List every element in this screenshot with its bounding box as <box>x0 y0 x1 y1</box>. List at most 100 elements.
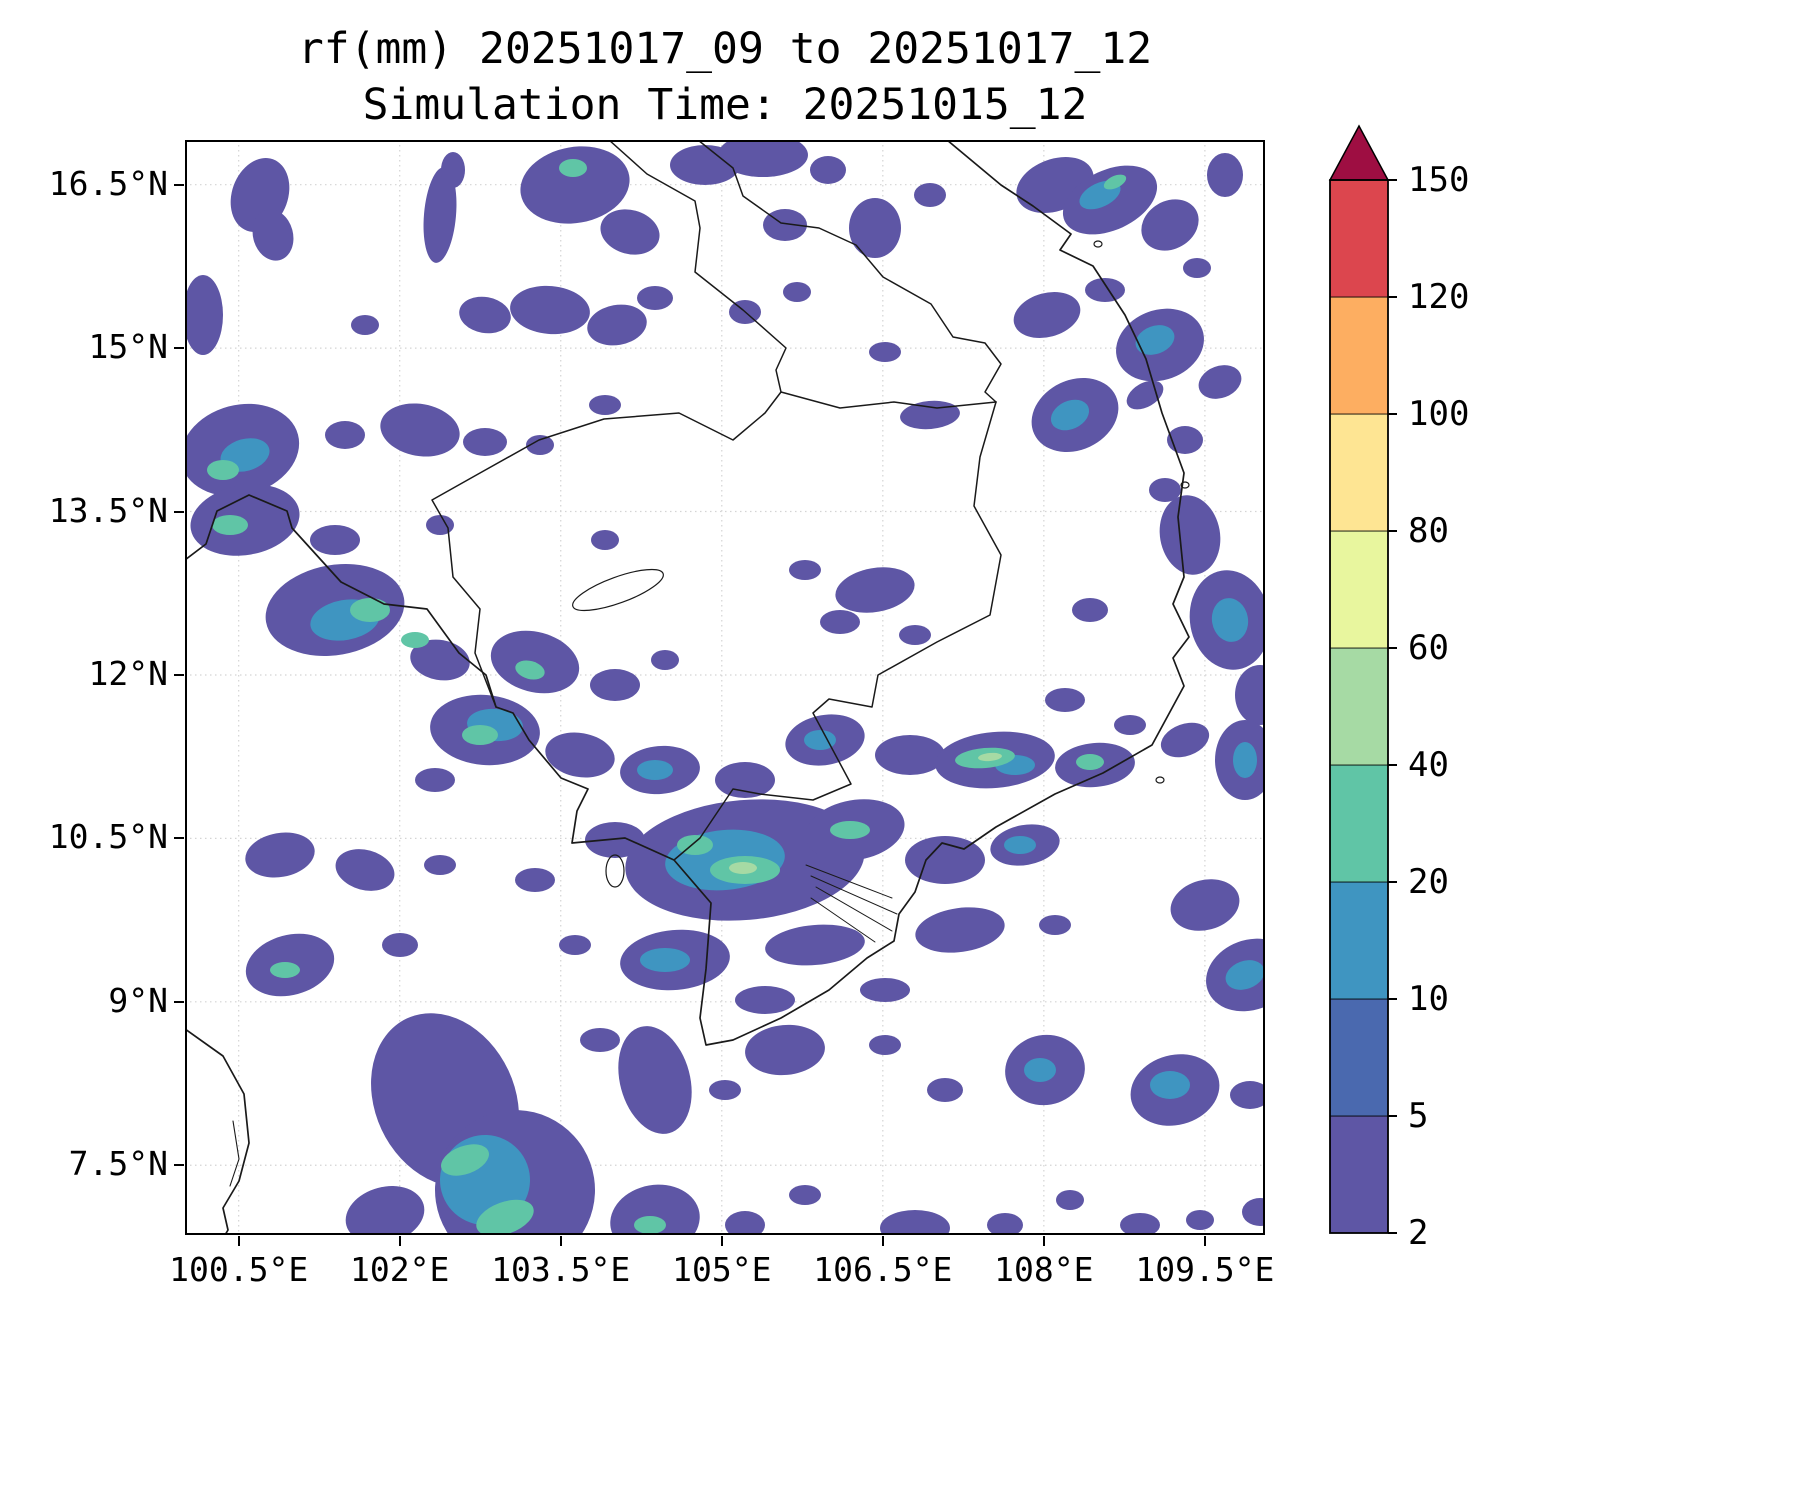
rain-cell <box>869 1035 901 1055</box>
y-tick-label: 15°N <box>88 327 168 367</box>
rain-cell <box>1149 478 1181 502</box>
rain-cell <box>1013 291 1081 339</box>
rain-cell <box>637 760 673 780</box>
rain-cell <box>1242 1198 1265 1226</box>
island-outline <box>605 854 625 888</box>
y-tick-mark <box>174 347 184 350</box>
rain-cell <box>1170 879 1240 931</box>
colorbar-segment <box>1329 764 1389 883</box>
rain-cell <box>804 730 836 750</box>
rain-cell <box>729 862 757 874</box>
colorbar-extend-arrow <box>1328 124 1390 181</box>
x-tick-label: 109.5°E <box>1135 1250 1275 1289</box>
rain-cell <box>1230 1081 1265 1109</box>
rain-cell <box>424 855 456 875</box>
colorbar: 2 5 10 20 40 60 80 100 120 150 <box>1328 124 1469 1253</box>
rain-cell <box>1120 1213 1160 1235</box>
coastline <box>185 140 1190 1046</box>
rain-cell <box>580 1028 620 1052</box>
rain-cell <box>345 1186 425 1235</box>
rain-cell <box>978 752 1002 762</box>
rain-cell <box>875 735 945 775</box>
rain-cell <box>410 639 470 681</box>
rain-cell <box>830 821 870 839</box>
rain-cell <box>1045 688 1085 712</box>
lake-outline <box>572 568 664 612</box>
rain-cell <box>476 1199 534 1235</box>
island-outline <box>1155 776 1165 784</box>
rain-cell <box>789 560 821 580</box>
colorbar-segment <box>1329 296 1389 415</box>
rain-cell <box>212 515 248 535</box>
rain-cell <box>1159 495 1221 575</box>
x-tick-label: 108°E <box>994 1250 1094 1289</box>
colorbar-tick-label: 100 <box>1408 394 1469 434</box>
rain-cell <box>914 183 946 207</box>
colorbar-segment <box>1329 179 1389 298</box>
rain-cell <box>589 395 621 415</box>
colorbar-segment <box>1329 1115 1389 1234</box>
colorbar-tick-label: 20 <box>1408 862 1449 902</box>
x-tick-mark <box>237 1236 240 1246</box>
colorbar-tick-label: 2 <box>1408 1213 1428 1253</box>
y-tick-mark <box>174 1000 184 1003</box>
rain-cell <box>459 296 511 334</box>
y-tick-mark <box>174 183 184 186</box>
x-tick-mark <box>559 1236 562 1246</box>
coastline <box>185 1028 250 1235</box>
colorbar-tick-label: 120 <box>1408 277 1469 317</box>
rain-cell <box>1160 722 1210 758</box>
rain-cell <box>718 140 808 177</box>
rain-cell <box>789 1185 821 1205</box>
rain-cell <box>520 146 630 224</box>
rain-cell <box>820 610 860 634</box>
x-tick-label: 100.5°E <box>169 1250 309 1289</box>
rain-cell <box>1050 399 1090 431</box>
rain-cell <box>1183 258 1211 278</box>
rain-cell <box>1150 1071 1190 1099</box>
rain-cell <box>1235 665 1265 725</box>
rain-cell <box>185 275 223 355</box>
rain-cell <box>715 762 775 798</box>
plot-frame <box>185 140 1265 1235</box>
y-tick-mark <box>174 673 184 676</box>
rain-cell <box>735 986 795 1014</box>
river-channel <box>805 864 893 899</box>
rain-cell <box>899 625 931 645</box>
rain-cell <box>1167 426 1203 454</box>
rain-cell <box>252 209 294 261</box>
rain-cell <box>325 421 365 449</box>
rain-cell <box>423 167 457 263</box>
rain-cell <box>587 304 647 346</box>
colorbar-segment <box>1329 647 1389 766</box>
rain-cell <box>515 868 555 892</box>
rain-cell <box>1225 960 1265 990</box>
rain-cell <box>382 933 418 957</box>
rain-cell <box>1056 1190 1084 1210</box>
rain-cell <box>600 209 660 255</box>
x-tick-mark <box>1042 1236 1045 1246</box>
rain-cell <box>380 403 460 457</box>
island-outline <box>1093 240 1103 248</box>
rain-cell <box>559 935 591 955</box>
rain-cell <box>441 152 465 188</box>
x-tick-label: 106.5°E <box>813 1250 953 1289</box>
rain-cell <box>765 924 865 966</box>
rain-cell <box>270 962 300 978</box>
colorbar-tick-label: 60 <box>1408 628 1449 668</box>
x-tick-label: 105°E <box>672 1250 772 1289</box>
rain-cell <box>415 768 455 792</box>
island-outline <box>1180 481 1190 489</box>
rain-cell <box>310 525 360 555</box>
y-tick-mark <box>174 837 184 840</box>
rain-cell <box>463 428 507 456</box>
river-channel <box>810 875 898 915</box>
x-tick-mark <box>398 1236 401 1246</box>
coastline <box>229 1120 240 1187</box>
rain-cell <box>915 907 1005 953</box>
y-tick-mark <box>174 1164 184 1167</box>
country-border <box>431 391 997 708</box>
y-tick-label: 7.5°N <box>68 1144 168 1184</box>
country-border <box>697 140 1002 403</box>
rain-cell <box>1233 742 1257 778</box>
